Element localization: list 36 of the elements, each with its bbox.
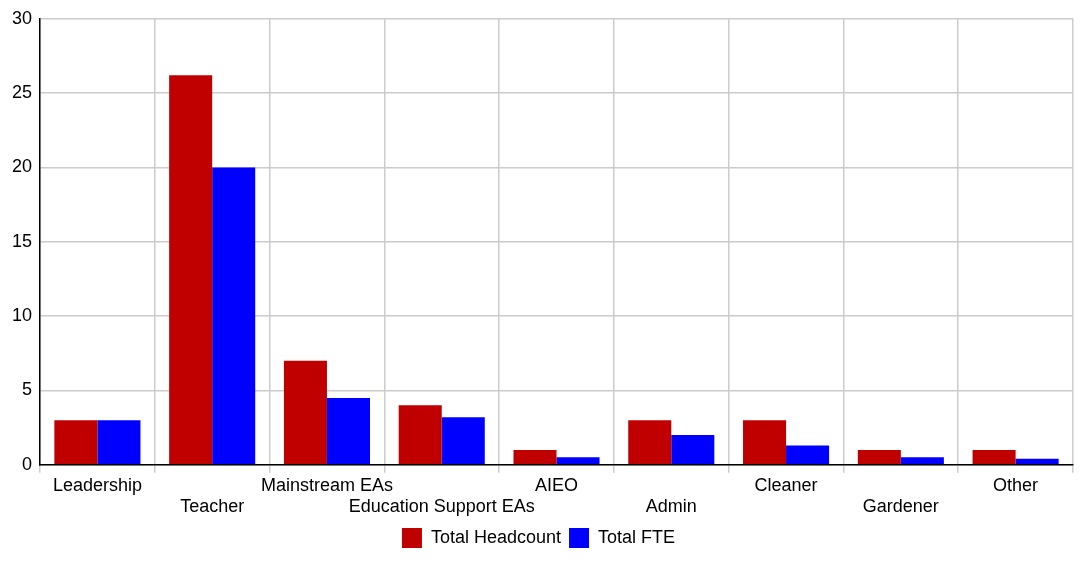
- x-tick-label: Education Support EAs: [348, 496, 535, 517]
- bar: [97, 420, 141, 465]
- bar: [786, 445, 830, 465]
- y-tick-label: 20: [11, 156, 33, 177]
- y-tick-label: 5: [22, 379, 33, 400]
- y-tick-label: 30: [11, 7, 33, 28]
- bar: [671, 435, 715, 465]
- y-tick-label: 10: [11, 305, 33, 326]
- bar: [54, 420, 98, 465]
- bar: [169, 75, 213, 465]
- bar: [900, 457, 944, 465]
- x-tick-label: Gardener: [862, 496, 939, 517]
- bar: [972, 449, 1016, 465]
- x-tick-label: Teacher: [180, 496, 245, 517]
- bar: [398, 405, 442, 465]
- bar: [513, 449, 557, 465]
- legend-label: Total Headcount: [430, 526, 562, 547]
- y-tick-label: 0: [22, 453, 33, 474]
- bar: [441, 417, 485, 465]
- bar: [212, 167, 256, 465]
- y-tick-label: 25: [11, 82, 33, 103]
- x-tick-label: AIEO: [535, 474, 579, 495]
- x-tick-label: Mainstream EAs: [260, 474, 393, 495]
- bar: [556, 457, 600, 465]
- bar: [628, 420, 672, 465]
- bar: [283, 360, 327, 465]
- x-tick-label: Leadership: [52, 474, 142, 495]
- x-tick-label: Admin: [645, 496, 697, 517]
- x-tick-label: Cleaner: [754, 474, 818, 495]
- x-tick-label: Other: [993, 474, 1039, 495]
- legend-label: Total FTE: [598, 526, 676, 547]
- bar: [743, 420, 787, 465]
- y-tick-label: 15: [11, 230, 33, 251]
- bar: [1015, 458, 1059, 465]
- bar: [857, 449, 901, 465]
- bar: [326, 397, 370, 465]
